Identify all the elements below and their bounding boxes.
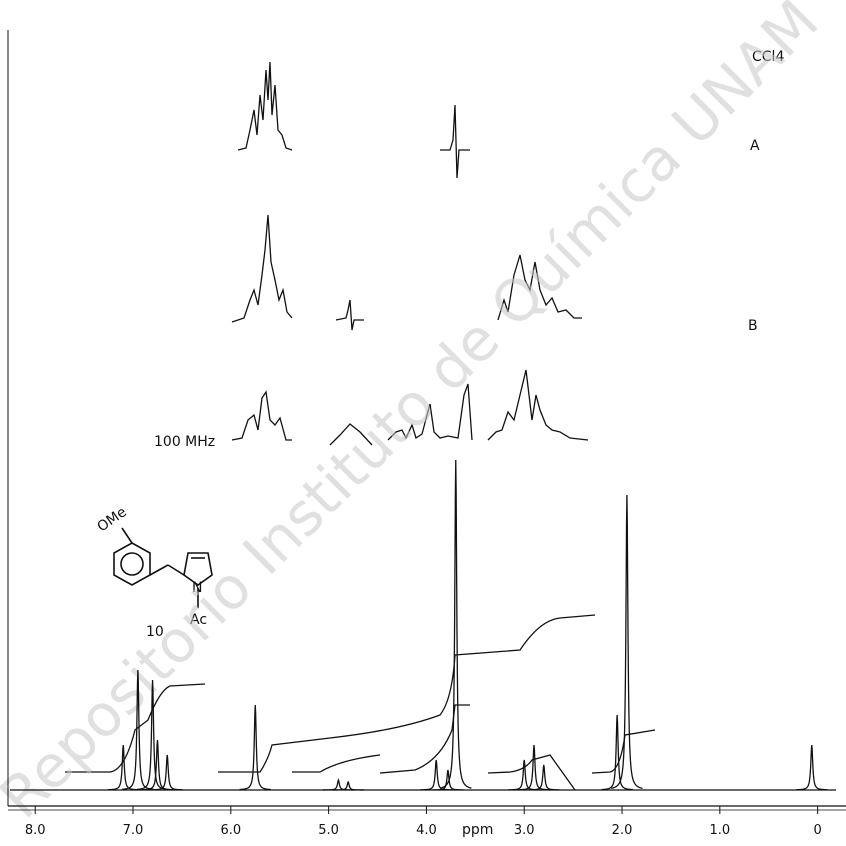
- inset-label: B: [748, 318, 758, 334]
- peak: [796, 744, 828, 791]
- x-tick-label: 7.0: [123, 823, 144, 838]
- inset-label: A: [750, 138, 760, 154]
- peak: [528, 764, 560, 791]
- peak: [432, 769, 464, 791]
- peak: [322, 778, 355, 791]
- structure-label: Ac: [190, 612, 207, 628]
- x-tick-label: 1.0: [709, 823, 730, 838]
- compound-number: 10: [146, 624, 164, 640]
- x-tick-label: 0: [813, 823, 821, 838]
- structure: [113, 527, 213, 608]
- x-tick-label: 2.0: [612, 823, 633, 838]
- peak: [151, 754, 183, 791]
- peak: [611, 494, 643, 789]
- insets: [231, 61, 589, 446]
- frequency-label: 100 MHz: [154, 434, 215, 450]
- peak: [332, 780, 364, 791]
- x-axis-label: ppm: [462, 822, 493, 838]
- x-tick-label: 4.0: [416, 823, 437, 838]
- x-tick-label: 8.0: [25, 823, 46, 838]
- peak: [239, 704, 271, 791]
- peak: [439, 459, 472, 789]
- peak: [518, 744, 550, 791]
- peak: [420, 759, 452, 791]
- x-tick-label: 6.0: [220, 823, 241, 838]
- watermark: Repositorio Instituto de Química UNAM: [0, 0, 831, 831]
- peak: [122, 669, 154, 790]
- peak: [141, 739, 174, 791]
- x-tick-label: 3.0: [514, 823, 535, 838]
- peak: [107, 744, 139, 791]
- structure-label: N: [192, 580, 202, 596]
- solvent-label: CCl4: [752, 49, 784, 65]
- peak: [601, 714, 633, 791]
- x-tick-label: 5.0: [318, 823, 339, 838]
